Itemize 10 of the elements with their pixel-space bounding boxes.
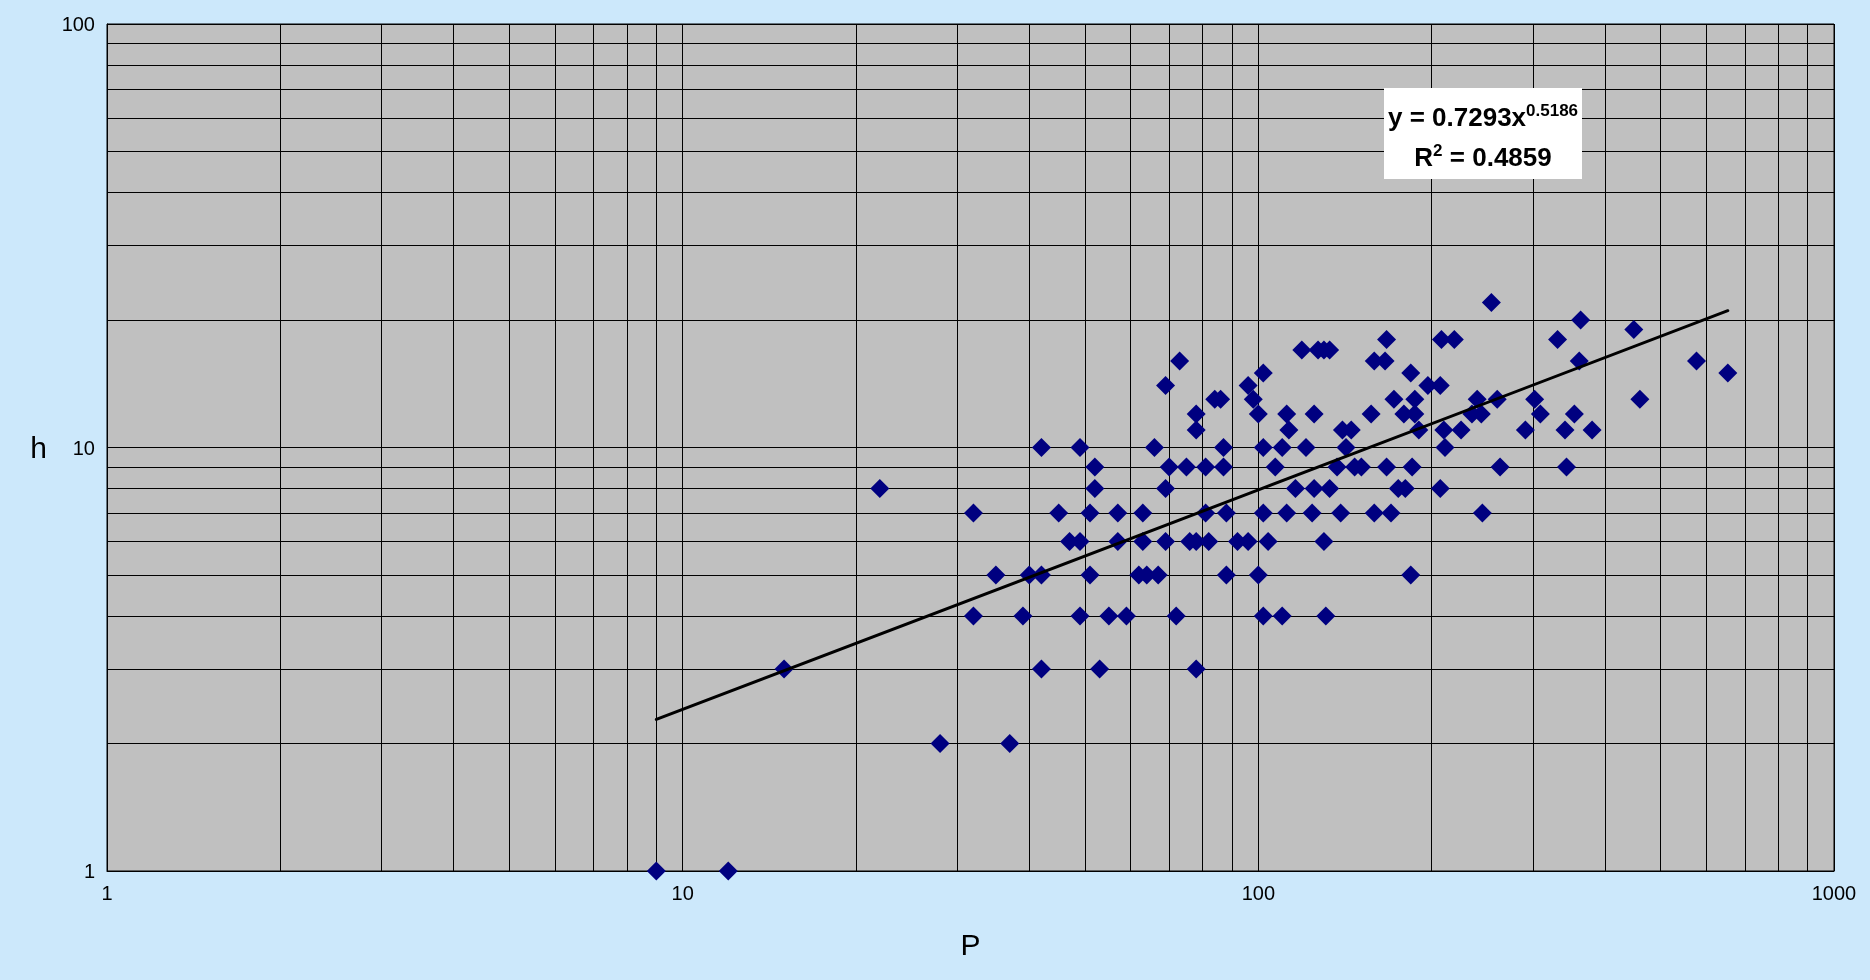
x-tick-label: 1 <box>101 882 113 904</box>
y-tick-label: 10 <box>72 436 95 459</box>
x-axis-title: P <box>960 927 981 961</box>
x-tick-label: 1000 <box>1811 882 1857 904</box>
y-axis-title: h <box>30 431 47 464</box>
y-tick-label: 1 <box>83 860 95 882</box>
x-tick-label: 100 <box>1241 882 1276 904</box>
y-tick-label: 100 <box>61 13 95 35</box>
x-tick-label: 10 <box>671 882 694 904</box>
equation-box: y = 0.7293x$^{0.5186}$ R$^{2}$ = 0.4859 <box>1384 88 1583 180</box>
